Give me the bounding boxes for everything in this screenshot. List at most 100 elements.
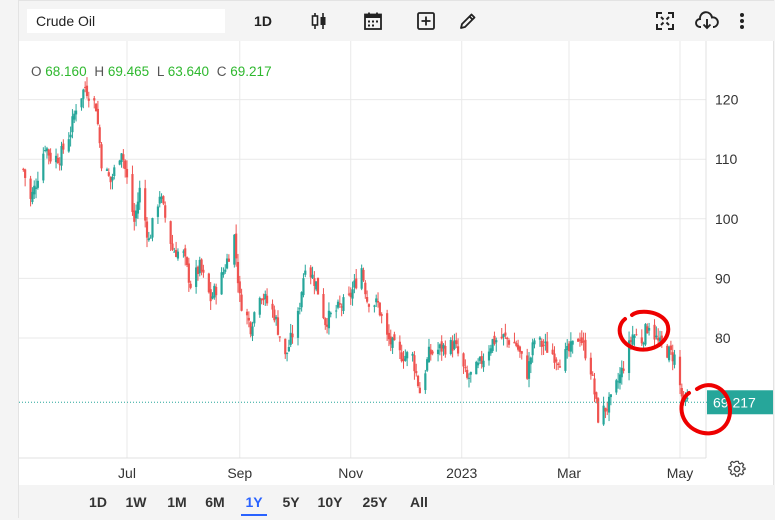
candle-body [615,380,618,393]
candlestick-type-icon[interactable] [307,9,331,33]
candle-body [584,339,587,359]
candle-body [325,324,329,327]
candle-body [122,154,125,160]
range-button-6m[interactable]: 6M [205,494,225,510]
candle-body [215,286,218,296]
range-button-25y[interactable]: 25Y [362,494,388,510]
fullscreen-icon[interactable] [653,9,677,33]
candle-body [380,314,383,316]
candle-body [291,333,294,338]
candle-body [533,340,536,345]
candle-body [507,340,511,345]
symbol-search-input[interactable] [27,9,225,33]
candle-body [436,349,440,355]
candle-body [275,317,278,319]
candle-body [198,259,201,274]
candle-body [134,210,138,219]
candle-body [54,155,58,163]
candle-body [324,318,327,326]
y-tick-label: 100 [715,211,739,227]
candle-body [366,297,369,302]
range-button-10y[interactable]: 10Y [317,494,343,510]
x-tick-label: Sep [227,465,252,481]
draw-pencil-icon[interactable] [456,9,480,33]
candle-body [589,357,592,375]
candle-body [84,86,87,88]
candle-body [213,285,216,298]
candle-body [558,366,562,368]
candle-body [73,113,76,120]
candle-body [138,187,141,203]
candle-body [196,266,200,274]
candle-body [413,355,416,372]
candle-body [87,98,90,101]
candle-body [338,303,341,305]
candle-body [569,341,572,352]
candle-body [71,116,74,133]
candle-body [515,343,518,346]
candle-body [100,144,103,169]
candle-body [176,251,180,259]
y-tick-label: 110 [715,151,738,167]
close-label: C [216,64,227,79]
candle-body [164,205,167,218]
candle-body [577,338,580,342]
range-button-1d[interactable]: 1D [89,494,107,510]
price-chart[interactable]: 69.217 80 90 100 110 120 Jul Sep Nov 2023 Mar May [19,41,773,485]
range-button-5y[interactable]: 5Y [282,494,300,510]
candle-body [96,108,99,125]
candle-body [158,196,161,204]
x-tick-label: May [667,465,693,481]
candle-body [578,339,582,341]
candle-body [564,349,567,371]
candle-body [386,313,389,335]
range-button-1y[interactable]: 1Y [241,492,267,516]
candle-body [686,397,689,400]
candle-body [480,356,483,364]
candle-body [327,310,331,329]
candle-body [606,409,609,411]
candle-body [635,334,638,336]
candle-body [466,369,469,378]
settings-gear-icon[interactable] [725,457,749,481]
candle-body [653,324,656,340]
candle-body [518,346,522,352]
last-price-label: 69.217 [713,394,756,410]
candle-body [253,312,256,324]
candle-body [475,361,478,375]
candle-body [387,332,391,340]
candle-body [45,148,49,152]
candle-body [467,377,471,379]
candle-body [540,340,543,347]
calendar-icon[interactable] [361,9,385,33]
candle-body [373,305,376,307]
candle-body [36,180,39,188]
candle-body [233,234,236,265]
more-vertical-icon[interactable] [733,9,751,33]
candle-body [657,337,660,341]
candle-body [265,295,269,304]
candle-body [544,341,547,344]
candle-body [655,335,658,338]
candle-body [260,299,263,301]
candle-body [240,294,243,311]
candle-body [202,269,205,273]
add-indicator-icon[interactable] [414,9,438,33]
candle-body [316,277,320,295]
candle-body [211,296,214,299]
candle-body [398,341,401,351]
candle-body [31,191,34,202]
candle-body [400,352,403,362]
range-button-1m[interactable]: 1M [167,494,187,510]
candle-body [362,269,365,281]
candle-body [131,174,134,212]
candle-body [225,258,229,269]
cloud-download-icon[interactable] [694,9,720,33]
interval-button[interactable]: 1D [254,13,272,29]
range-button-all[interactable]: All [410,494,428,510]
candle-body [378,302,381,316]
range-button-1w[interactable]: 1W [125,494,147,510]
candle-body [284,338,287,355]
candle-body [416,375,420,387]
candle-body [476,362,480,366]
